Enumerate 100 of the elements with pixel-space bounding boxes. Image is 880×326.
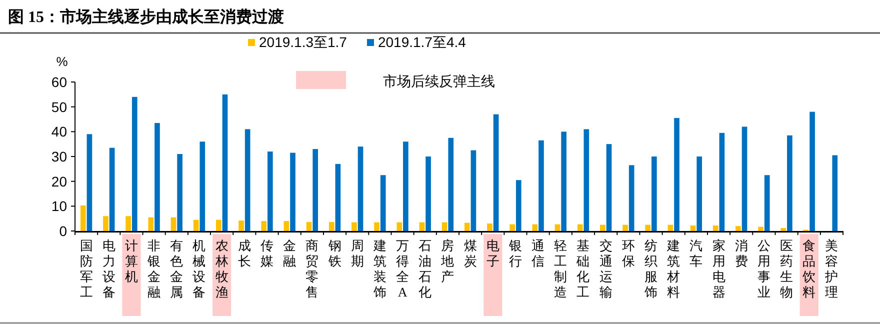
bar xyxy=(516,180,522,231)
y-tick-label: 60 xyxy=(51,74,68,90)
x-tick-label: 轻工制造 xyxy=(554,238,568,300)
bar xyxy=(200,142,206,231)
bar xyxy=(312,149,318,231)
bar xyxy=(442,222,448,231)
x-tick-label: 成长 xyxy=(238,238,251,268)
bar xyxy=(584,129,590,231)
bar xyxy=(719,132,725,231)
x-tick-label: 美容护理 xyxy=(824,238,838,300)
bar xyxy=(780,228,786,231)
annotation: 市场后续反弹主线 xyxy=(383,74,495,90)
x-tick-label: 传媒 xyxy=(260,238,274,268)
bar xyxy=(690,226,696,231)
bar xyxy=(470,150,476,231)
bar xyxy=(170,217,176,231)
bar xyxy=(358,146,364,231)
x-tick-label: 医药生物 xyxy=(780,238,794,300)
x-tick-label: 消费 xyxy=(734,238,748,268)
bar xyxy=(86,134,92,231)
x-tick-label: 电力设备 xyxy=(102,238,116,300)
bar xyxy=(652,156,657,231)
bar xyxy=(306,222,312,231)
x-tick-label: 纺织服饰 xyxy=(644,238,658,300)
x-tick-label: 公用事业 xyxy=(757,238,770,300)
bar xyxy=(216,220,222,231)
bar xyxy=(577,224,583,231)
bar xyxy=(261,221,266,231)
bar xyxy=(154,122,160,231)
bar xyxy=(222,94,228,231)
bar xyxy=(622,224,628,231)
bar xyxy=(335,164,341,231)
bar xyxy=(810,112,815,231)
bar xyxy=(668,224,674,231)
bar xyxy=(645,224,650,231)
legend-label: 2019.1.7至4.4 xyxy=(378,34,466,50)
bar xyxy=(736,226,741,231)
y-axis-title: % xyxy=(56,54,68,69)
bar xyxy=(510,224,515,231)
x-tick-label: 国防军工 xyxy=(80,238,93,300)
x-tick-label: 钢铁 xyxy=(327,238,342,268)
bar xyxy=(712,226,718,231)
bar xyxy=(244,129,250,231)
bar xyxy=(328,222,334,231)
x-tick-label: 非银金融 xyxy=(146,238,161,300)
bar xyxy=(832,155,838,231)
bar xyxy=(600,224,606,231)
x-tick-label: 计算机 xyxy=(124,238,138,284)
bar xyxy=(380,175,386,231)
x-tick-label: 交通运输 xyxy=(599,238,612,300)
x-tick-label: 房地产 xyxy=(440,238,454,284)
x-tick-label: 周期 xyxy=(350,238,364,268)
x-tick-label: 煤炭 xyxy=(464,238,477,268)
bar xyxy=(674,118,680,231)
x-tick-label: 环保 xyxy=(622,238,635,268)
bar xyxy=(532,224,538,231)
bar xyxy=(419,222,425,231)
x-tick-label: 金融 xyxy=(283,238,296,268)
bar xyxy=(352,222,357,231)
bar xyxy=(554,224,560,231)
chart-title: 图 15：市场主线逐步由成长至消费过渡 xyxy=(8,7,284,26)
y-tick-label: 10 xyxy=(51,198,68,214)
y-tick-label: 40 xyxy=(51,124,68,140)
legend-label: 2019.1.3至1.7 xyxy=(259,34,348,50)
x-tick-label: 银行 xyxy=(508,238,522,268)
bar xyxy=(561,132,566,231)
y-tick-label: 50 xyxy=(51,98,68,115)
bar xyxy=(268,152,273,231)
bar xyxy=(103,216,108,231)
x-tick-label: 有色金属 xyxy=(170,238,184,300)
x-tick-label: 农林牧渔 xyxy=(214,238,228,300)
x-tick-label: 石油石化 xyxy=(418,238,432,300)
x-tick-label: 基础化工 xyxy=(576,238,590,300)
bar xyxy=(126,216,131,231)
bar xyxy=(493,114,499,231)
bar xyxy=(696,156,702,231)
y-tick-label: 30 xyxy=(51,148,68,164)
bar xyxy=(374,222,380,231)
x-tick-label: 电子 xyxy=(486,238,500,268)
bar xyxy=(426,156,431,231)
bar xyxy=(742,126,748,231)
x-tick-label: 汽车 xyxy=(690,238,703,268)
bar xyxy=(80,205,86,231)
x-tick-label: 食品饮料 xyxy=(802,238,816,300)
bar xyxy=(464,222,470,231)
x-tick-label: 商贸零售 xyxy=(306,238,319,300)
bar xyxy=(758,226,764,231)
bar xyxy=(109,148,115,231)
bar xyxy=(764,175,770,231)
x-tick-label: 通信 xyxy=(532,238,545,268)
x-tick-label: 家用电器 xyxy=(712,238,726,300)
bar xyxy=(148,217,154,231)
bar xyxy=(538,140,544,231)
bar xyxy=(606,144,612,231)
bar xyxy=(628,165,634,231)
y-tick-label: 0 xyxy=(59,223,68,239)
x-tick-label: 机械设备 xyxy=(192,238,206,300)
bar xyxy=(284,221,290,231)
bar xyxy=(487,224,492,231)
bar xyxy=(290,152,296,231)
